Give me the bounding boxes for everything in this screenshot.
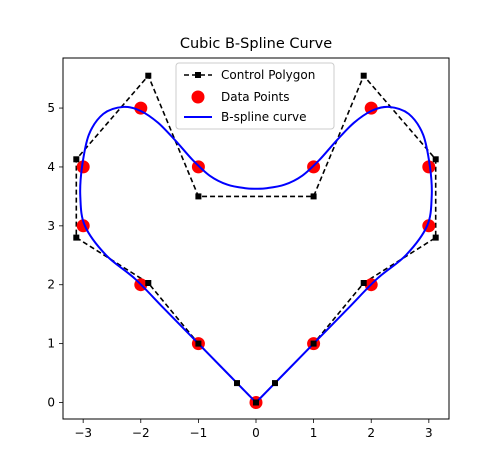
y-tick-label: 5 (47, 101, 55, 115)
plot-area (73, 72, 439, 409)
legend-box (175, 62, 335, 130)
data-point (422, 160, 436, 174)
control-point-marker (360, 72, 367, 79)
legend-control-polygon-marker (195, 72, 201, 78)
legend-data-points-label: Data Points (221, 90, 290, 104)
y-tick-label: 0 (47, 396, 55, 410)
control-point-marker (195, 193, 202, 200)
control-point-marker (73, 156, 80, 163)
x-tick-label: −3 (74, 426, 92, 440)
control-point-marker (253, 399, 259, 406)
legend: Control Polygon Data Points B-spline cur… (175, 62, 335, 130)
y-tick-label: 1 (47, 337, 55, 351)
x-tick-label: 3 (425, 426, 433, 440)
legend-bspline-label: B-spline curve (221, 110, 307, 124)
legend-data-points-marker (191, 90, 205, 104)
x-tick-label: 1 (310, 426, 318, 440)
control-point-marker (432, 234, 439, 241)
control-point-marker (360, 280, 367, 286)
y-tick-label: 3 (47, 219, 55, 233)
control-point-marker (272, 380, 278, 387)
x-tick-label: 0 (252, 426, 260, 440)
control-point-marker (195, 340, 202, 347)
y-tick-label: 4 (47, 160, 55, 174)
control-point-marker (310, 340, 317, 347)
control-point-marker (432, 156, 439, 163)
control-point-marker (310, 193, 317, 200)
control-point-marker (145, 280, 152, 286)
data-point (134, 101, 148, 115)
data-point (76, 160, 90, 174)
chart-title: Cubic B-Spline Curve (180, 36, 332, 52)
control-polygon-line (75, 74, 437, 404)
bspline-curve (79, 105, 433, 404)
legend-control-polygon-label: Control Polygon (221, 68, 315, 82)
data-point (364, 101, 378, 115)
x-tick-label: −2 (132, 426, 150, 440)
control-point-marker (145, 72, 152, 79)
axes: −3 −2 −1 0 1 2 3 0 1 2 3 4 5 (47, 101, 432, 440)
y-tick-label: 2 (47, 278, 55, 292)
control-point-marker (234, 380, 240, 387)
control-point-marker (73, 234, 80, 241)
x-tick-label: −1 (190, 426, 208, 440)
x-tick-label: 2 (367, 426, 375, 440)
